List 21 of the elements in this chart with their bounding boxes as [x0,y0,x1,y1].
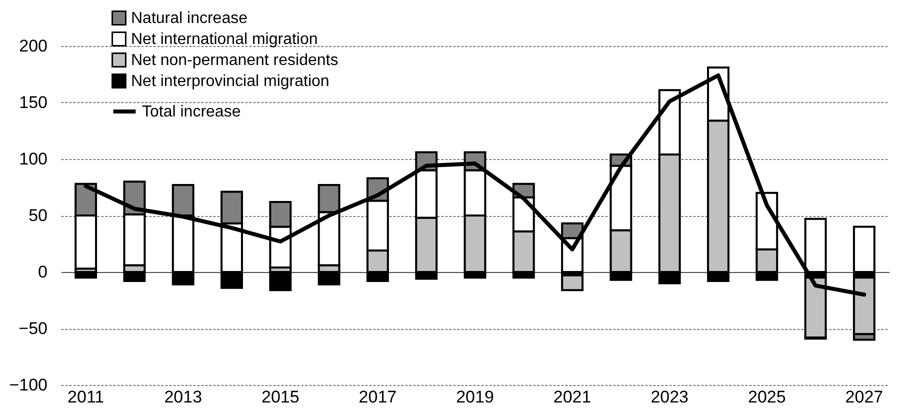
x-tick-label: 2021 [553,388,592,406]
x-tick-label: 2023 [650,388,689,406]
x-tick-label: 2013 [164,388,202,406]
legend-label: Net non-permanent residents [131,52,338,69]
x-tick-label: 2027 [845,388,884,406]
y-tick-label: 100 [19,150,48,168]
x-tick-label: 2019 [456,388,494,406]
y-tick-label: −50 [18,319,48,338]
y-tick-label: 50 [28,206,48,225]
y-tick-label: 0 [38,262,48,282]
legend-label: Net international migration [131,31,318,48]
legend-label: Natural increase [131,10,248,27]
x-tick-label: 2025 [748,388,786,406]
y-tick-label: 200 [19,36,48,56]
legend-label: Net interprovincial migration [131,73,330,90]
legend-label: Total increase [142,104,241,120]
y-tick-label: 150 [19,93,48,112]
x-tick-label: 2011 [68,388,104,406]
x-tick-label: 2017 [358,388,397,406]
y-tick-label: −100 [9,376,48,394]
x-tick-label: 2015 [261,388,300,406]
